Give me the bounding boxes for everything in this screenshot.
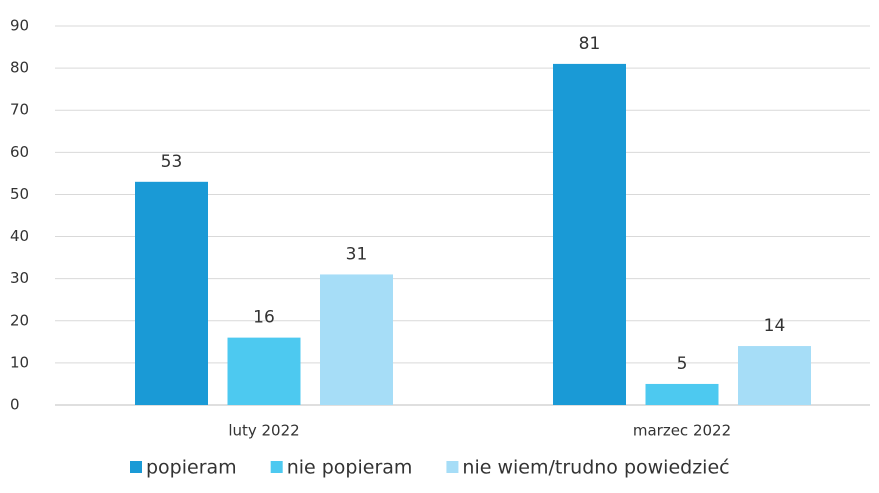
bar bbox=[738, 346, 811, 405]
data-label: 81 bbox=[579, 34, 601, 54]
data-label: 31 bbox=[346, 244, 368, 264]
data-label: 14 bbox=[764, 316, 786, 336]
y-tick-label: 0 bbox=[10, 396, 20, 414]
y-tick-label: 40 bbox=[10, 227, 29, 245]
legend-label: popieram bbox=[146, 457, 237, 479]
y-tick-label: 70 bbox=[10, 101, 29, 119]
y-tick-label: 30 bbox=[10, 269, 29, 287]
legend-label: nie popieram bbox=[287, 457, 413, 479]
data-label: 5 bbox=[677, 354, 688, 374]
data-label: 53 bbox=[161, 152, 183, 172]
bar bbox=[135, 181, 208, 405]
y-tick-label: 10 bbox=[10, 353, 29, 371]
y-tick-label: 80 bbox=[10, 59, 29, 77]
legend-label: nie wiem/trudno powiedzieć bbox=[462, 457, 729, 479]
bar bbox=[645, 383, 719, 405]
x-tick-label: luty 2022 bbox=[228, 422, 299, 440]
y-tick-label: 60 bbox=[10, 143, 29, 161]
legend-swatch bbox=[270, 461, 283, 473]
bar bbox=[553, 63, 626, 406]
y-tick-label: 90 bbox=[10, 17, 29, 35]
bar bbox=[227, 337, 301, 405]
y-tick-label: 50 bbox=[10, 185, 29, 203]
data-label: 16 bbox=[253, 308, 275, 328]
legend-swatch bbox=[446, 461, 459, 473]
legend-swatch bbox=[130, 461, 142, 473]
bar bbox=[320, 274, 393, 405]
y-tick-label: 20 bbox=[10, 311, 29, 329]
x-tick-label: marzec 2022 bbox=[633, 422, 731, 440]
